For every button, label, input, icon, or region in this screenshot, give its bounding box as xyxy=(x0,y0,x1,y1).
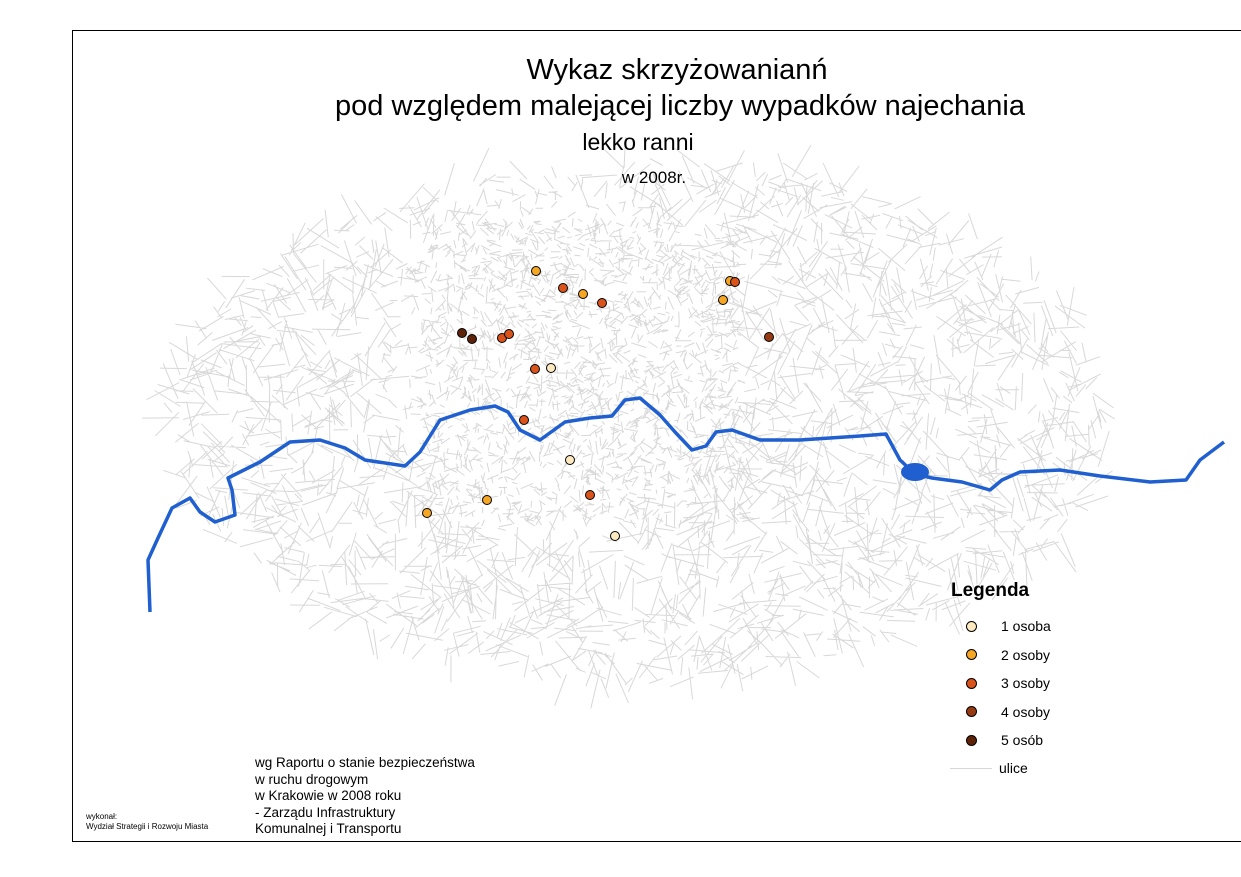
intersection-marker[interactable] xyxy=(585,490,595,500)
source-line: wg Raportu o stanie bezpieczeństwa xyxy=(255,755,475,770)
legend-dot-icon xyxy=(966,649,977,660)
intersection-marker[interactable] xyxy=(565,455,575,465)
intersection-marker[interactable] xyxy=(610,531,620,541)
author-label: wykonał: xyxy=(86,812,118,821)
legend-item: 1 osoba xyxy=(966,617,1051,635)
map-frame xyxy=(72,30,1241,842)
river-basin xyxy=(901,463,929,481)
intersection-marker[interactable] xyxy=(578,289,588,299)
legend-dot-icon xyxy=(966,734,977,746)
legend-label: 2 osoby xyxy=(1001,646,1051,663)
intersection-marker[interactable] xyxy=(422,508,432,518)
streets xyxy=(142,136,1115,709)
intersection-marker[interactable] xyxy=(457,328,467,338)
intersection-marker[interactable] xyxy=(718,295,728,305)
intersection-marker[interactable] xyxy=(467,334,477,344)
map-category: lekko ranni xyxy=(582,129,694,155)
legend-label: 1 osoba xyxy=(1001,618,1051,634)
map-subtitle: pod względem malejącej liczby wypadków n… xyxy=(335,90,1025,122)
legend-item: 2 osoby xyxy=(966,646,1050,664)
intersection-marker[interactable] xyxy=(530,364,540,374)
intersection-marker[interactable] xyxy=(558,283,568,293)
legend-label: ulice xyxy=(999,760,1028,776)
author-name: Wydział Strategii i Rozwoju Miasta xyxy=(86,822,209,831)
map-title: Wykaz skrzyżowanianń xyxy=(526,54,828,86)
legend-label: 5 osób xyxy=(1001,732,1044,748)
legend-item: 5 osób xyxy=(966,731,1043,749)
source-line: - Zarządu Infrastruktury xyxy=(255,804,396,820)
legend-title: Legenda xyxy=(951,580,1030,601)
source-note: wg Raportu o stanie bezpieczeństwa w ruc… xyxy=(255,755,475,838)
streets-layer xyxy=(142,136,1115,709)
intersection-marker[interactable] xyxy=(482,495,492,505)
intersections-layer xyxy=(422,266,774,541)
author-note: wykonał: Wydział Strategii i Rozwoju Mia… xyxy=(86,812,208,832)
legend-dot-icon xyxy=(966,677,977,689)
river-vistula xyxy=(146,396,1226,613)
intersection-marker[interactable] xyxy=(546,363,556,373)
legend-dot-icon xyxy=(966,620,977,632)
legend-item: 3 osoby xyxy=(966,674,1050,692)
source-line: w Krakowie w 2008 roku xyxy=(255,788,402,803)
legend-label: 3 osoby xyxy=(1001,675,1051,691)
intersection-marker[interactable] xyxy=(519,415,529,425)
map-year: w 2008r. xyxy=(621,168,687,187)
intersection-marker[interactable] xyxy=(764,332,774,342)
intersection-marker[interactable] xyxy=(597,298,607,308)
intersection-marker[interactable] xyxy=(504,329,514,339)
legend-item-streets: ulice xyxy=(950,759,1028,777)
legend-label: 4 osoby xyxy=(1001,703,1051,720)
legend-dot-icon xyxy=(966,706,977,717)
legend-item: 4 osoby xyxy=(966,703,1050,721)
source-line: w ruchu drogowym xyxy=(255,771,369,787)
intersection-marker[interactable] xyxy=(531,266,541,276)
source-line: Komunalnej i Transportu xyxy=(255,821,402,836)
intersection-marker[interactable] xyxy=(730,277,740,287)
street-line-icon xyxy=(950,767,992,769)
